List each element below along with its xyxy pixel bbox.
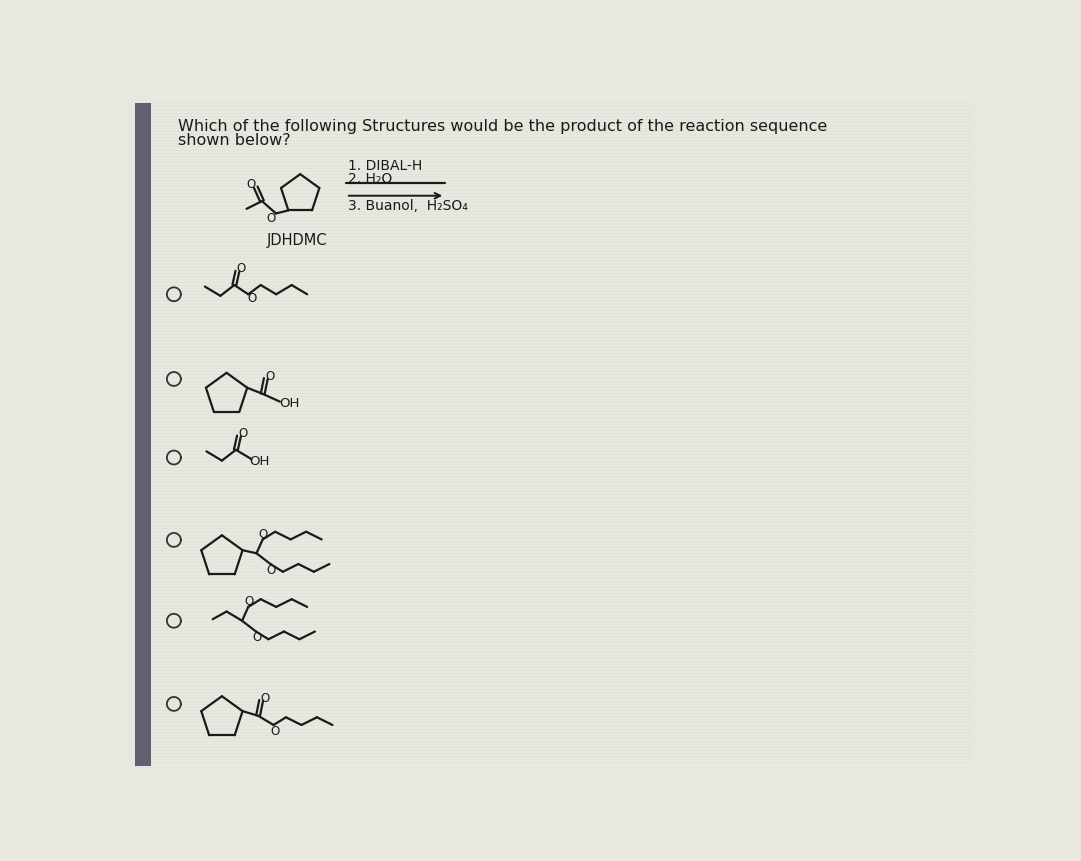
Text: O: O: [246, 177, 256, 190]
Text: O: O: [258, 528, 268, 541]
Text: OH: OH: [279, 397, 299, 410]
Text: O: O: [265, 369, 275, 382]
Text: OH: OH: [250, 455, 270, 468]
Text: O: O: [267, 564, 276, 577]
Text: O: O: [270, 725, 280, 738]
Text: 3. Buanol,  H₂SO₄: 3. Buanol, H₂SO₄: [348, 200, 468, 214]
Text: O: O: [244, 595, 254, 608]
Text: 2. H₂O: 2. H₂O: [348, 172, 392, 186]
Text: O: O: [261, 691, 269, 704]
Text: Which of the following Structures would be the product of the reaction sequence: Which of the following Structures would …: [177, 119, 827, 133]
Text: JDHDMC: JDHDMC: [267, 232, 328, 248]
Bar: [135, 103, 150, 766]
Text: O: O: [252, 631, 262, 644]
Text: 1. DIBAL-H: 1. DIBAL-H: [348, 159, 423, 173]
Text: O: O: [238, 427, 248, 440]
Text: O: O: [237, 263, 245, 276]
Text: shown below?: shown below?: [177, 133, 291, 147]
Text: O: O: [248, 292, 257, 305]
Text: O: O: [267, 213, 276, 226]
